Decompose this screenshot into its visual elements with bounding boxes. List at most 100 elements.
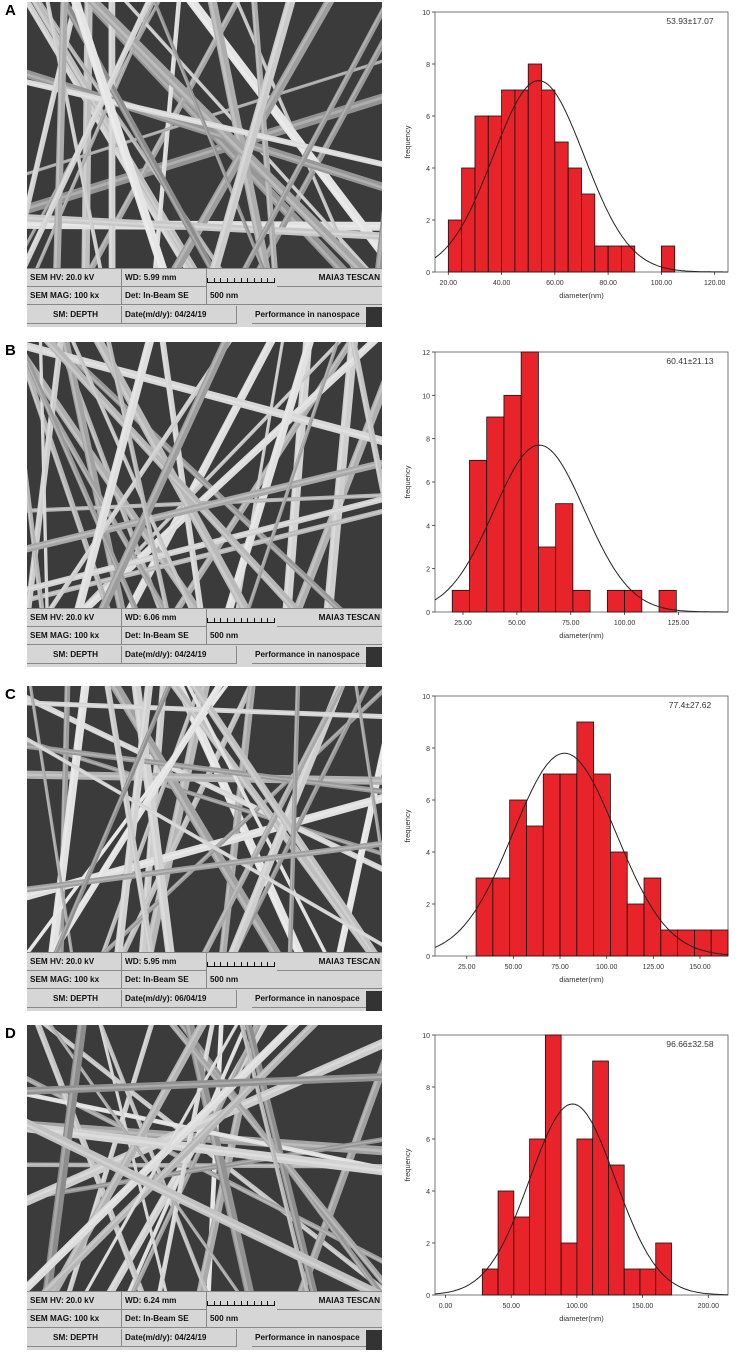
histogram-bar (640, 1269, 656, 1295)
sem-sm: SM: DEPTH (27, 306, 122, 324)
scale-bar (207, 954, 275, 970)
scale-tick (274, 962, 275, 967)
histogram-bar (607, 590, 624, 612)
corner-logo (366, 647, 382, 667)
sem-sm: SM: DEPTH (27, 1329, 122, 1347)
histogram-bar (608, 1165, 624, 1295)
scale-tick (234, 1301, 235, 1306)
x-tick-label: 0.00 (439, 1303, 453, 1310)
sem-info-bar: SEM HV: 20.0 kV WD: 6.06 mm MAIA3 TESCAN… (27, 608, 382, 667)
scale-tick (234, 278, 235, 283)
x-tick-label: 200.00 (698, 1303, 720, 1310)
x-tick-label: 40.00 (493, 280, 511, 287)
sem-micrograph: SEM HV: 20.0 kV WD: 5.99 mm MAIA3 TESCAN… (27, 2, 382, 327)
histogram-bar (502, 90, 515, 272)
x-axis-label: diameter(nm) (559, 631, 604, 640)
histogram-bar (538, 547, 555, 612)
y-tick-label: 6 (426, 798, 430, 805)
mean-sd-annotation: 60.41±21.13 (666, 356, 713, 366)
histogram-bar (711, 930, 728, 956)
sem-det: Det: In-Beam SE (122, 1310, 207, 1328)
histogram-bar (476, 878, 493, 956)
y-tick-label: 2 (426, 902, 430, 909)
x-axis-label: diameter(nm) (559, 975, 604, 984)
scale-tick (261, 618, 262, 623)
mean-sd-annotation: 77.4±27.62 (669, 700, 712, 710)
y-tick-label: 6 (426, 114, 430, 121)
scale-tick (241, 618, 242, 623)
x-tick-label: 150.00 (632, 1303, 654, 1310)
scale-tick (261, 278, 262, 283)
histogram-bar (577, 722, 594, 956)
scale-tick (274, 1301, 275, 1306)
histogram-bar (582, 194, 595, 272)
scale-tick (247, 1301, 248, 1306)
histogram-bar (555, 142, 568, 272)
scale-tick (207, 618, 208, 623)
scale-tick (227, 1301, 228, 1306)
x-tick-label: 75.00 (551, 964, 569, 971)
scale-bar (207, 610, 275, 626)
scale-tick (227, 618, 228, 623)
sem-mag: SEM MAG: 100 kx (27, 287, 122, 305)
scale-tick (254, 1301, 255, 1306)
y-tick-label: 8 (426, 62, 430, 69)
y-tick-label: 8 (426, 746, 430, 753)
sem-wd: WD: 5.99 mm (122, 269, 207, 287)
histogram-bar (561, 1243, 577, 1295)
sem-sm: SM: DEPTH (27, 646, 122, 664)
sem-date: Date(m/d/y): 04/24/19 (122, 1329, 237, 1347)
scale-tick (214, 962, 215, 967)
scale-tick (214, 618, 215, 623)
scale-tick (220, 962, 221, 967)
sem-fiber-image (27, 686, 382, 953)
x-tick-label: 25.00 (458, 964, 476, 971)
scale-tick (241, 962, 242, 967)
scale-tick (220, 278, 221, 283)
sem-mag: SEM MAG: 100 kx (27, 1310, 122, 1328)
x-tick-label: 50.00 (505, 964, 523, 971)
scale-tick (247, 618, 248, 623)
y-tick-label: 4 (426, 523, 430, 530)
sem-mag: SEM MAG: 100 kx (27, 627, 122, 645)
y-tick-label: 4 (426, 850, 430, 857)
scale-tick (254, 278, 255, 283)
panel-a: A SEM HV: 20.0 kV WD: 5.99 mm MAIA3 TESC… (0, 2, 741, 337)
x-tick-label: 125.00 (643, 964, 665, 971)
sem-micrograph: SEM HV: 20.0 kV WD: 5.95 mm MAIA3 TESCAN… (27, 686, 382, 1011)
scale-tick (214, 1301, 215, 1306)
histogram-bar (493, 878, 510, 956)
y-axis-label: frequency (403, 1148, 412, 1181)
y-tick-label: 12 (422, 350, 430, 357)
sem-wd: WD: 5.95 mm (122, 953, 207, 971)
scale-tick (267, 1301, 268, 1306)
mean-sd-annotation: 96.66±32.58 (666, 1039, 713, 1049)
y-tick-label: 10 (422, 393, 430, 400)
scale-tick (254, 618, 255, 623)
histogram-bar (510, 800, 527, 956)
sem-wd: WD: 6.24 mm (122, 1292, 207, 1310)
sem-mag: SEM MAG: 100 kx (27, 971, 122, 989)
sem-micrograph: SEM HV: 20.0 kV WD: 6.06 mm MAIA3 TESCAN… (27, 342, 382, 667)
scale-tick (274, 278, 275, 283)
scale-tick (261, 962, 262, 967)
y-tick-label: 10 (422, 694, 430, 701)
x-tick-label: 75.00 (562, 620, 580, 627)
sem-fiber-image (27, 342, 382, 609)
sem-perf: Performance in nanospace (252, 1329, 367, 1347)
sem-fiber-image (27, 1025, 382, 1292)
sem-perf: Performance in nanospace (252, 306, 367, 324)
scale-tick (247, 962, 248, 967)
x-tick-label: 100.00 (596, 964, 618, 971)
histogram-bar (593, 1061, 609, 1295)
y-tick-label: 8 (426, 1085, 430, 1092)
scale-tick (207, 278, 208, 283)
sem-info-bar: SEM HV: 20.0 kV WD: 5.95 mm MAIA3 TESCAN… (27, 952, 382, 1011)
histogram-bar (545, 1035, 561, 1295)
scale-tick (274, 618, 275, 623)
histogram-bar (514, 1217, 530, 1295)
